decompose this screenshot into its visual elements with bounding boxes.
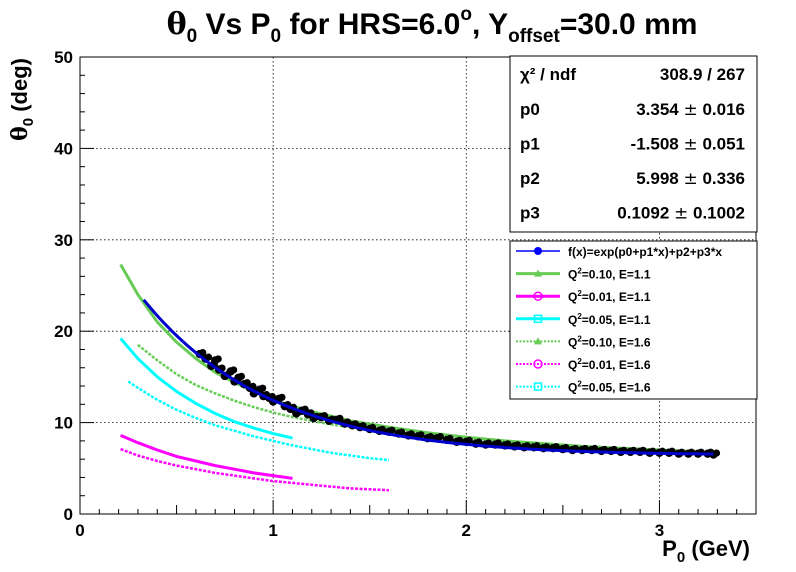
y-tick-label: 10 (54, 414, 73, 433)
data-point (552, 443, 560, 451)
y-axis-label: θ0 (deg) (7, 58, 37, 141)
data-point (237, 372, 245, 380)
legend-entry: Q2=0.05, E=1.6 (516, 380, 651, 395)
y-tick-label: 50 (54, 48, 73, 67)
legend-entry: Q2=0.10, E=1.1 (516, 267, 651, 282)
stat-name: p1 (520, 135, 540, 154)
chart-title: θ0 Vs P0 for HRS=6.0o, Yoffset=30.0 mm (167, 4, 698, 47)
legend-marker (534, 337, 542, 345)
fit-curve (142, 298, 714, 456)
legend-label: Q2=0.05, E=1.6 (568, 380, 651, 395)
data-point (712, 449, 721, 457)
stats-box: χ² / ndf 308.9 / 267 p0 3.354 ± 0.016 p1 -1… (509, 55, 758, 233)
stat-name: p2 (520, 169, 540, 188)
legend-entry: f(x)=exp(p0+p1*x)+p2+p3*x (516, 245, 722, 259)
axis-ticks (79, 56, 757, 515)
data-point (230, 366, 238, 374)
legend-marker (533, 382, 543, 391)
data-point (336, 414, 344, 422)
y-tick-label: 20 (54, 322, 73, 341)
legend-marker (533, 359, 543, 369)
data-point (259, 384, 267, 392)
legend-label: Q2=0.10, E=1.1 (568, 267, 651, 282)
legend-label: Q2=0.10, E=1.6 (568, 334, 651, 349)
legend-label: f(x)=exp(p0+p1*x)+p2+p3*x (568, 245, 722, 259)
x-tick-label: 1 (268, 521, 277, 540)
data-point (533, 442, 541, 450)
data-point (407, 430, 415, 438)
data-point (504, 440, 512, 448)
x-tick-label: 0 (75, 521, 84, 540)
x-tick-labels: 0 1 2 3 (75, 521, 664, 540)
data-point (398, 428, 406, 436)
chi2-label: χ² / ndf (520, 65, 576, 84)
legend-label: Q2=0.01, E=1.1 (568, 289, 651, 304)
y-tick-labels: 0 10 20 30 40 50 (54, 48, 73, 524)
stat-value: -1.508 ± 0.051 (631, 135, 745, 155)
data-point (388, 426, 396, 434)
y-tick-label: 30 (54, 231, 73, 250)
legend-entry: Q2=0.10, E=1.6 (516, 334, 651, 349)
curve-6 (127, 380, 390, 462)
data-point (278, 393, 286, 401)
x-tick-label: 3 (655, 521, 664, 540)
data-point (427, 433, 435, 441)
data-point (204, 353, 213, 361)
data-point (214, 355, 222, 363)
stat-value: 0.1092 ± 0.1002 (617, 204, 745, 224)
data-point (494, 439, 502, 447)
legend-marker (534, 247, 542, 255)
stat-value: 3.354 ± 0.016 (636, 100, 745, 120)
stat-name: p0 (520, 100, 540, 119)
legend-label: Q2=0.01, E=1.6 (568, 357, 651, 372)
data-point (436, 433, 444, 441)
data-point (513, 441, 522, 449)
data-point (465, 436, 473, 444)
fit-curve-group (142, 298, 714, 456)
y-tick-label: 0 (64, 505, 73, 524)
curve-3 (119, 337, 293, 440)
data-point (199, 348, 207, 357)
curve-2 (120, 434, 293, 480)
legend-marker (533, 314, 543, 324)
legend-marker (534, 269, 542, 277)
curve-5 (120, 447, 390, 492)
y-tick-label: 40 (54, 139, 73, 158)
chi2-value: 308.9 / 267 (660, 65, 745, 84)
legend-label: Q2=0.05, E=1.1 (568, 312, 651, 327)
legend: f(x)=exp(p0+p1*x)+p2+p3*x Q2=0.10, E=1.1 Q… (509, 240, 758, 400)
data-point (417, 431, 425, 439)
stat-value: 5.998 ± 0.336 (636, 169, 745, 189)
legend-entry: Q2=0.01, E=1.6 (516, 357, 651, 372)
legend-entry: Q2=0.01, E=1.1 (516, 289, 651, 304)
data-point (446, 434, 454, 443)
stat-name: p3 (520, 204, 540, 223)
legend-marker (533, 291, 543, 301)
x-axis-label: P0 (GeV) (662, 536, 750, 566)
curve-4 (137, 343, 390, 434)
x-tick-label: 2 (462, 521, 471, 540)
legend-entry: Q2=0.05, E=1.1 (516, 312, 651, 327)
